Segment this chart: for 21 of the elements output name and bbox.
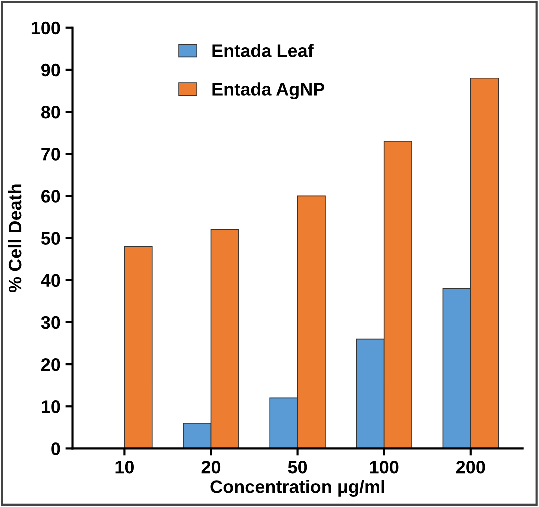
x-tick-label: 20 (202, 460, 221, 474)
legend-label: Entada Leaf (212, 44, 314, 58)
y-tick-label: 20 (42, 358, 60, 372)
bar (124, 246, 153, 449)
y-tick-label: 0 (52, 442, 60, 456)
y-tick-label: 50 (41, 232, 60, 246)
y-tick-label: 80 (41, 106, 60, 119)
y-tick-label: 10 (42, 400, 60, 414)
y-tick-label: 70 (42, 148, 60, 161)
y-axis-title: % Cell Death (8, 184, 22, 293)
x-axis-title: Concentration μg/ml (210, 480, 384, 498)
x-tick-label: 100 (370, 460, 399, 474)
y-tick-label: 90 (42, 64, 60, 77)
x-tick-label: 200 (456, 460, 486, 474)
y-tick-label: 100 (32, 22, 60, 35)
y-tick-label: 40 (41, 274, 60, 288)
y-tick-label: 30 (41, 316, 60, 330)
legend-label: Entada AgNP (212, 82, 325, 100)
y-tick-label: 60 (42, 190, 60, 203)
x-tick-label: 50 (288, 460, 308, 474)
x-tick-label: 10 (116, 460, 134, 474)
